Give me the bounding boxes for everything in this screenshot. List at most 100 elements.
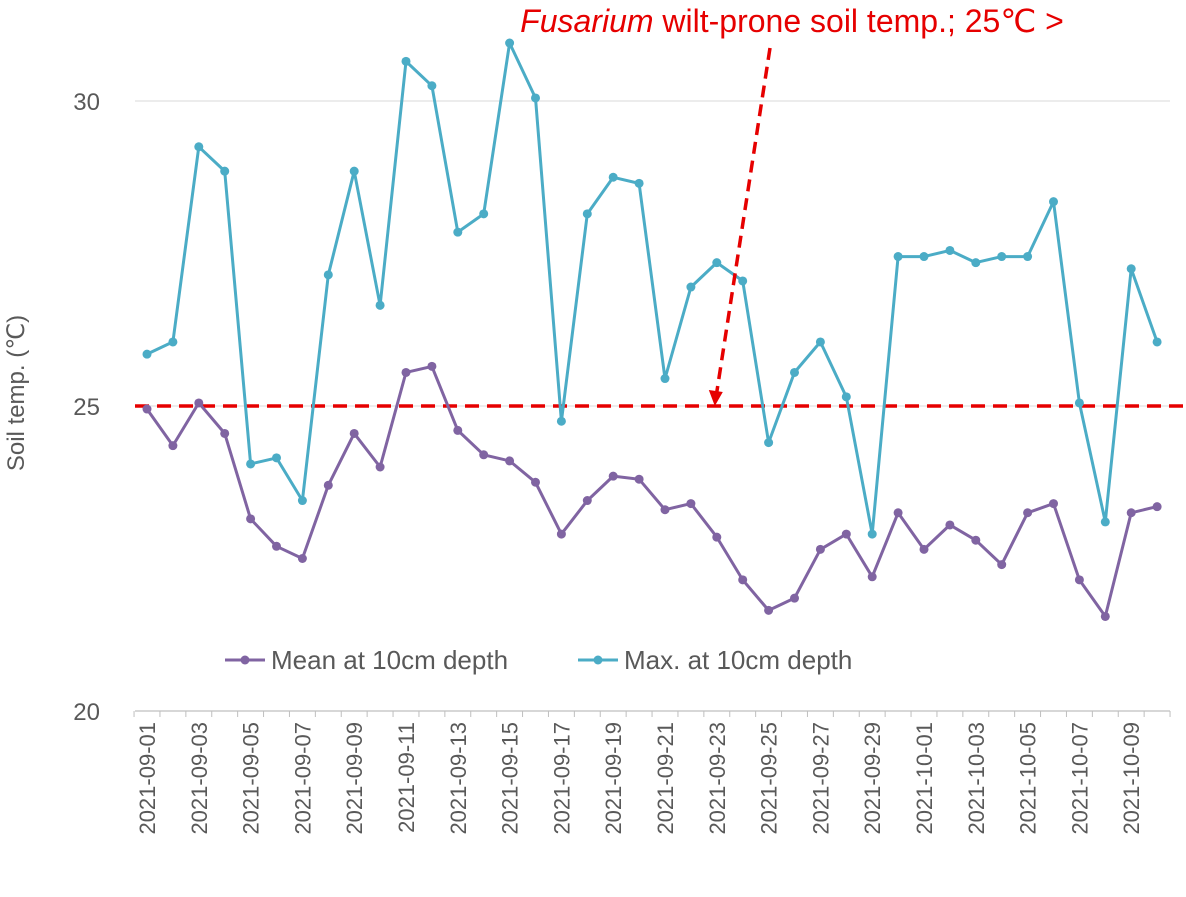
point-mean-2021-10-03 (971, 535, 981, 545)
x-tick-label-2021-09-07: 2021-09-07 (290, 722, 315, 835)
point-mean-2021-09-03 (194, 398, 204, 408)
point-max-2021-09-09 (349, 166, 359, 176)
point-mean-2021-10-09 (1126, 508, 1136, 518)
point-mean-2021-09-27 (815, 544, 825, 554)
point-mean-2021-10-06 (1049, 499, 1058, 509)
point-mean-2021-09-20 (634, 474, 644, 484)
point-mean-2021-09-10 (375, 462, 385, 472)
point-max-2021-09-06 (272, 453, 281, 463)
x-tick-label-2021-09-27: 2021-09-27 (808, 722, 833, 835)
point-max-2021-09-01 (142, 349, 152, 359)
x-tick-label-2021-09-09: 2021-09-09 (342, 722, 367, 835)
point-mean-2021-09-30 (893, 508, 903, 518)
x-tick-label-2021-09-13: 2021-09-13 (446, 722, 471, 835)
point-max-2021-09-05 (246, 459, 256, 469)
x-tick-label-2021-09-01: 2021-09-01 (135, 722, 160, 835)
point-max-2021-09-07 (297, 496, 307, 506)
point-mean-2021-09-08 (323, 480, 333, 490)
x-tick-label-2021-09-29: 2021-09-29 (860, 722, 885, 835)
point-mean-2021-10-08 (1100, 611, 1110, 621)
point-max-2021-10-03 (971, 258, 981, 268)
annotation-arrow-line (715, 47, 772, 393)
x-tick-label-2021-10-07: 2021-10-07 (1067, 722, 1092, 835)
point-max-2021-10-08 (1100, 517, 1110, 527)
point-max-2021-10-07 (1074, 398, 1084, 408)
point-mean-2021-10-10 (1152, 502, 1162, 512)
annotation-text-rest: wilt-prone soil temp.; 25℃ > (654, 3, 1064, 39)
x-tick-label-2021-10-05: 2021-10-05 (1016, 722, 1041, 835)
point-mean-2021-09-04 (220, 428, 230, 438)
point-mean-2021-09-28 (841, 529, 851, 539)
point-max-2021-09-15 (505, 38, 515, 48)
point-max-2021-09-29 (867, 529, 877, 539)
point-max-2021-10-10 (1152, 337, 1162, 347)
point-mean-2021-10-04 (997, 560, 1007, 570)
point-mean-2021-09-07 (297, 554, 307, 563)
point-max-2021-09-20 (634, 178, 644, 188)
point-max-2021-09-22 (686, 282, 696, 292)
x-tick-label-2021-09-19: 2021-09-19 (601, 722, 626, 835)
point-max-2021-09-17 (556, 416, 566, 426)
annotation-group: Fusarium wilt-prone soil temp.; 25℃ > (520, 3, 1064, 406)
y-tick-label-30: 30 (73, 89, 100, 116)
point-mean-2021-10-07 (1074, 575, 1084, 585)
point-mean-2021-09-29 (867, 572, 877, 582)
point-max-2021-09-04 (220, 166, 230, 176)
point-mean-2021-09-26 (790, 593, 799, 603)
point-mean-2021-09-02 (168, 441, 178, 451)
x-tick-label-2021-09-21: 2021-09-21 (653, 722, 678, 835)
point-max-2021-09-24 (738, 276, 748, 286)
x-tick-label-2021-10-09: 2021-10-09 (1119, 722, 1144, 835)
gridlines (135, 100, 1170, 407)
x-tick-label-2021-10-03: 2021-10-03 (964, 722, 989, 835)
point-mean-2021-10-02 (945, 520, 955, 530)
point-mean-2021-10-05 (1023, 508, 1033, 518)
y-tick-label-25: 25 (73, 394, 100, 421)
point-mean-2021-09-05 (246, 514, 256, 524)
annotation-arrowhead (708, 390, 723, 406)
point-max-2021-09-12 (427, 81, 437, 91)
point-max-2021-09-21 (660, 374, 670, 384)
point-max-2021-10-06 (1049, 197, 1058, 207)
point-max-2021-09-16 (531, 93, 540, 103)
point-mean-2021-09-11 (401, 367, 411, 377)
point-mean-2021-09-01 (142, 404, 152, 414)
axes: 20 25 30 2021-09-01 2021-09-03 2021-09-05 2021… (3, 89, 1171, 835)
x-tick-label-2021-09-15: 2021-09-15 (498, 722, 523, 835)
y-axis-title: Soil temp. (℃) (3, 315, 30, 471)
point-max-2021-09-02 (168, 337, 178, 347)
point-max-2021-09-28 (841, 392, 851, 402)
x-tick-label-2021-09-23: 2021-09-23 (705, 722, 730, 835)
point-mean-2021-09-12 (427, 361, 437, 371)
point-max-2021-09-13 (453, 227, 463, 237)
annotation-text-italic: Fusarium (520, 3, 653, 39)
point-max-2021-09-18 (582, 209, 592, 219)
legend-marker-mean (240, 655, 250, 665)
legend-marker-max (593, 655, 603, 665)
point-max-2021-09-25 (764, 438, 774, 448)
point-max-2021-10-04 (997, 252, 1007, 262)
point-mean-2021-09-21 (660, 505, 670, 515)
legend-label-mean: Mean at 10cm depth (271, 645, 508, 675)
point-mean-2021-09-24 (738, 575, 748, 585)
point-mean-2021-09-23 (712, 532, 722, 542)
series-group (142, 38, 1162, 621)
series-line-max (146, 41, 1159, 536)
y-tick-label-20: 20 (73, 699, 100, 726)
x-tick-label-2021-10-01: 2021-10-01 (912, 722, 937, 835)
point-mean-2021-09-14 (479, 450, 489, 460)
point-max-2021-09-19 (608, 172, 618, 182)
point-max-2021-09-11 (401, 56, 411, 66)
legend: Mean at 10cm depth Max. at 10cm depth (225, 645, 852, 675)
point-max-2021-09-27 (815, 337, 825, 347)
point-max-2021-10-01 (919, 252, 929, 262)
point-mean-2021-09-06 (272, 541, 281, 551)
point-mean-2021-09-16 (531, 477, 540, 487)
point-max-2021-09-10 (375, 300, 385, 310)
point-max-2021-09-08 (323, 270, 333, 280)
point-max-2021-10-02 (945, 245, 955, 255)
annotation-text: Fusarium wilt-prone soil temp.; 25℃ > (520, 3, 1064, 39)
x-tick-label-2021-09-03: 2021-09-03 (187, 722, 212, 835)
x-tick-label-2021-09-11: 2021-09-11 (394, 722, 419, 833)
